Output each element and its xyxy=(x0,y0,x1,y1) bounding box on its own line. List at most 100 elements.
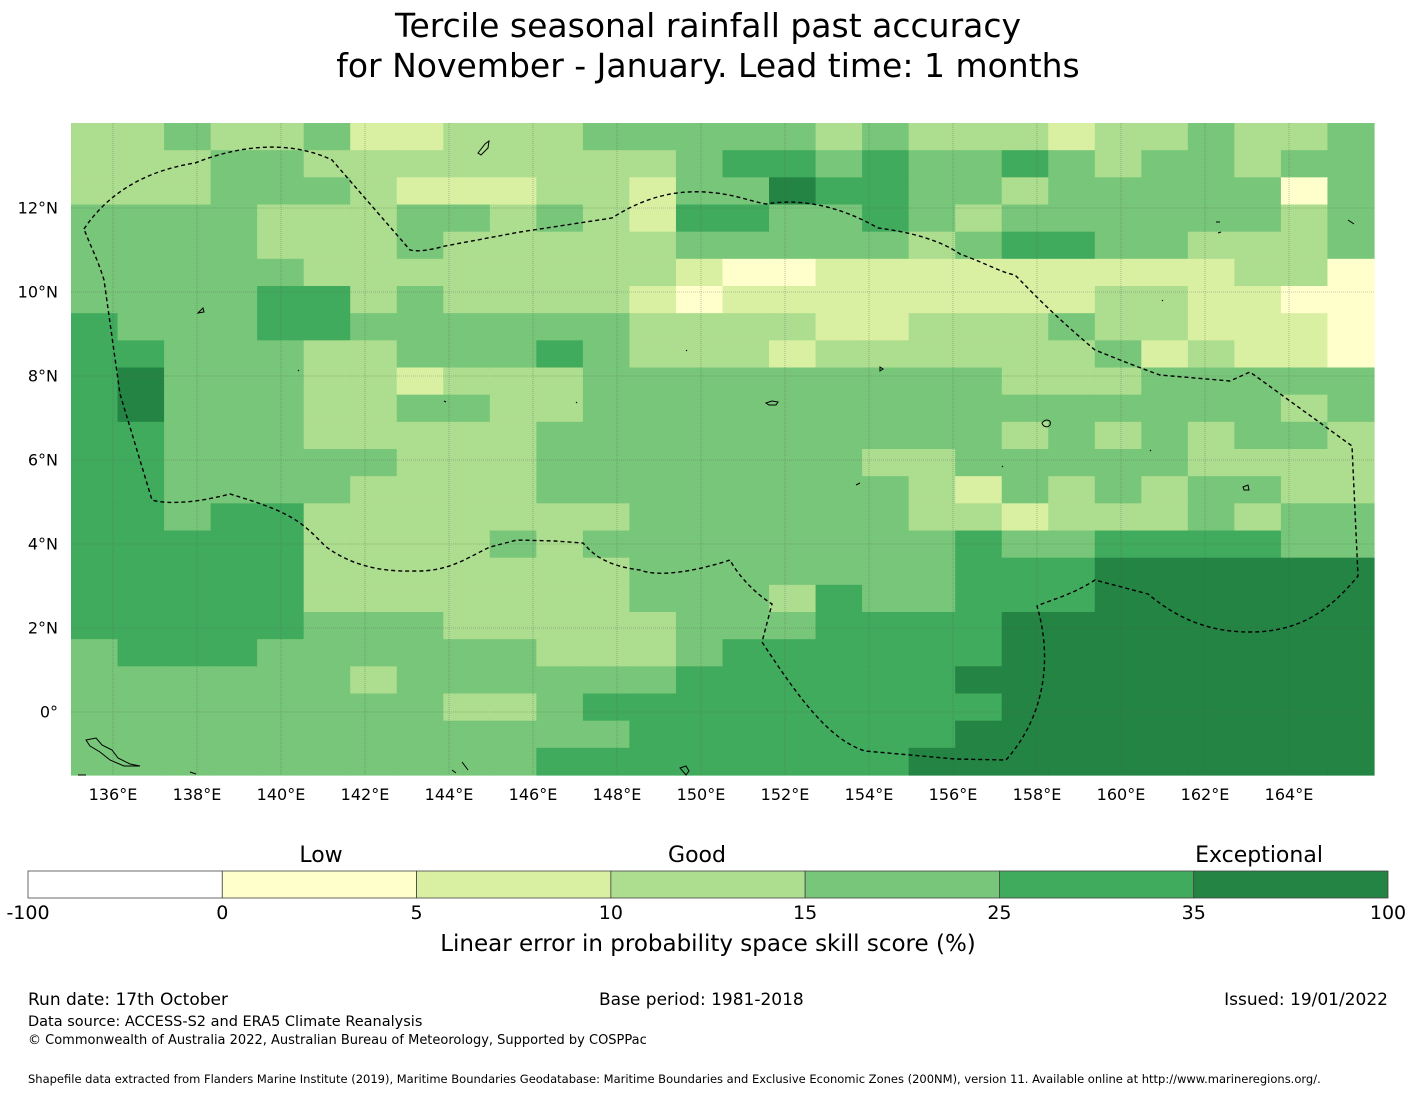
grid-cell xyxy=(1234,720,1282,749)
grid-cell xyxy=(582,421,631,450)
island-palau xyxy=(196,307,205,314)
grid-cell xyxy=(1001,530,1049,559)
colorbar-label-good: Good xyxy=(668,843,726,868)
grid-cell xyxy=(1141,503,1189,532)
grid-cell xyxy=(815,313,863,341)
grid-cell xyxy=(1234,612,1282,640)
eez-boundary-dashed xyxy=(83,146,1359,761)
grid-cell xyxy=(1327,666,1375,695)
grid-cell xyxy=(1280,177,1329,206)
grid-cell xyxy=(1141,639,1189,667)
grid-cell xyxy=(815,720,863,749)
latitude-tick-label: 8°N xyxy=(27,366,58,386)
grid-cell xyxy=(350,639,398,667)
grid-cell xyxy=(443,449,491,477)
run-date: Run date: 17th October xyxy=(28,990,228,1010)
grid-cell xyxy=(629,367,677,396)
grid-cell xyxy=(489,231,537,260)
grid-cell xyxy=(536,584,584,613)
grid-cell xyxy=(443,313,491,341)
grid-cell xyxy=(955,612,1003,640)
grid-cell xyxy=(1280,557,1329,586)
grid-cell xyxy=(862,123,910,151)
map-title-line-2: for November - January. Lead time: 1 mon… xyxy=(336,46,1080,85)
grid-cell xyxy=(582,476,631,504)
grid-cell xyxy=(862,394,910,423)
longitude-tick-label: 144°E xyxy=(424,785,474,804)
grid-cell xyxy=(350,720,398,749)
grid-cell xyxy=(769,639,817,667)
grid-cell xyxy=(722,693,770,722)
longitude-tick-label: 164°E xyxy=(1264,785,1314,804)
grid-cell xyxy=(71,476,119,504)
longitude-tick-label: 136°E xyxy=(88,785,138,804)
grid-cell xyxy=(1280,612,1329,640)
grid-cell xyxy=(955,666,1003,695)
grid-cell xyxy=(675,666,724,695)
grid-cell xyxy=(117,584,165,613)
grid-cell xyxy=(629,747,677,776)
grid-cell xyxy=(955,449,1003,477)
grid-cell xyxy=(1141,747,1189,776)
island-new-guinea-north xyxy=(85,737,141,767)
islands xyxy=(78,139,1355,776)
grid-cell xyxy=(1327,340,1375,369)
grid-cell xyxy=(164,530,212,559)
grid-cell xyxy=(117,123,165,151)
grid-cell xyxy=(71,612,119,640)
grid-cell xyxy=(1280,123,1329,151)
shapefile-credit: Shapefile data extracted from Flanders M… xyxy=(28,1072,1321,1086)
skill-grid xyxy=(71,123,1375,776)
grid-cell xyxy=(164,340,212,369)
grid-cell xyxy=(164,123,212,151)
grid-cell xyxy=(722,231,770,260)
grid-cell xyxy=(908,747,956,776)
grid-cell xyxy=(908,231,956,260)
grid-cell xyxy=(164,258,212,287)
grid-cell xyxy=(164,231,212,260)
grid-cell xyxy=(489,530,537,559)
grid-cell xyxy=(1234,177,1282,206)
grid-cell xyxy=(582,123,631,151)
grid-cell xyxy=(629,313,677,341)
grid-cell xyxy=(1001,720,1049,749)
grid-cell xyxy=(955,693,1003,722)
grid-cell xyxy=(117,150,165,178)
colorbar-segment xyxy=(804,870,1000,899)
grid-cell xyxy=(1234,123,1282,151)
grid-cell xyxy=(71,557,119,586)
grid-cell xyxy=(908,503,956,532)
grid-cell xyxy=(769,286,817,314)
latitude-tick-label: 0° xyxy=(39,702,58,722)
grid-cell xyxy=(582,449,631,477)
grid-cell xyxy=(862,476,910,504)
grid-cell xyxy=(536,693,584,722)
grid-cell xyxy=(862,449,910,477)
grid-cell xyxy=(675,204,724,233)
longitude-tick-label: 146°E xyxy=(508,785,558,804)
grid-cell xyxy=(396,666,444,695)
grid-cell xyxy=(955,747,1003,776)
grid-cell xyxy=(1048,720,1096,749)
grid-cell xyxy=(908,612,956,640)
grid-cell xyxy=(396,584,444,613)
grid-cell xyxy=(769,258,817,287)
grid-cell xyxy=(210,449,258,477)
grid-cell xyxy=(489,639,537,667)
grid-cell xyxy=(675,720,724,749)
grid-cell xyxy=(1048,503,1096,532)
grid-cell xyxy=(71,286,119,314)
grid-cell xyxy=(210,693,258,722)
grid-cell xyxy=(210,177,258,206)
grid-cell xyxy=(1094,177,1142,206)
data-source: Data source: ACCESS-S2 and ERA5 Climate … xyxy=(28,1014,423,1030)
grid-cell xyxy=(629,123,677,151)
grid-cell xyxy=(1327,204,1375,233)
grid-cell xyxy=(1187,449,1235,477)
grid-cell xyxy=(1280,584,1329,613)
grid-cell xyxy=(908,123,956,151)
grid-cell xyxy=(71,639,119,667)
map-title-line-1: Tercile seasonal rainfall past accuracy xyxy=(394,6,1022,45)
grid-cell xyxy=(350,612,398,640)
grid-cell xyxy=(1234,639,1282,667)
